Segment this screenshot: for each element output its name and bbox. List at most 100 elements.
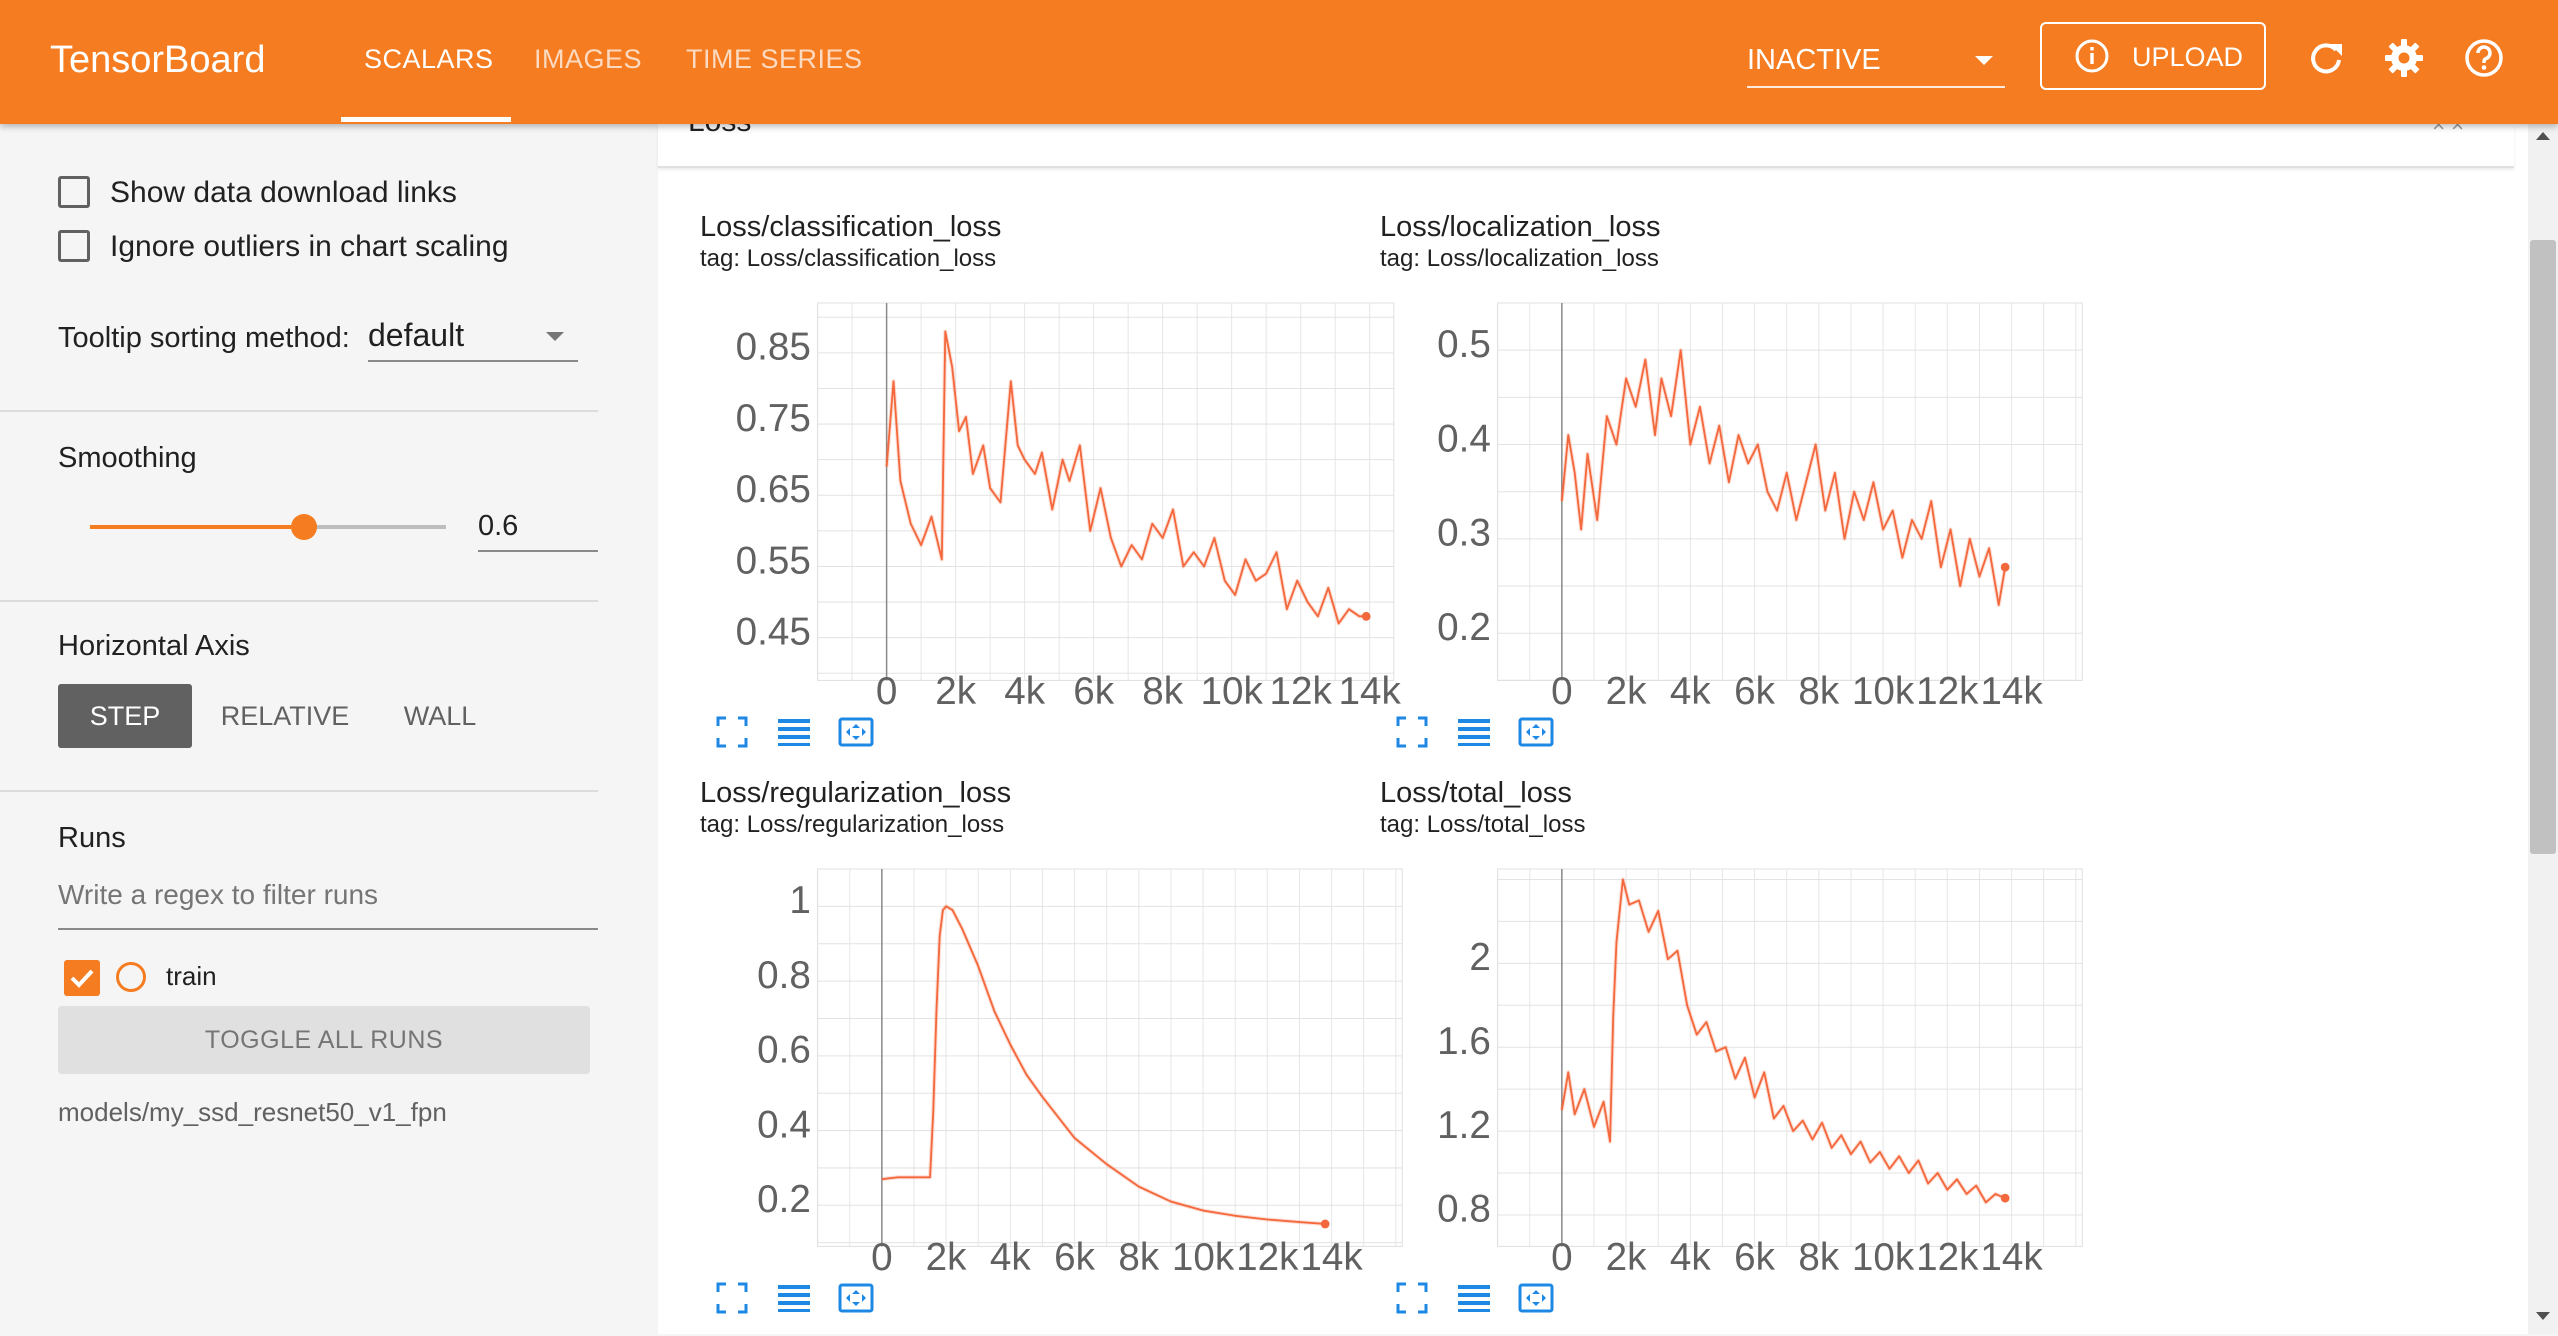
tooltip-sorting-value: default <box>368 316 464 354</box>
fullscreen-icon[interactable] <box>714 714 750 750</box>
fit-domain-icon[interactable] <box>1518 1280 1554 1316</box>
divider <box>0 410 598 412</box>
series-raw-line <box>887 331 1367 623</box>
series-raw-line <box>882 906 1325 1224</box>
app-title: TensorBoard <box>50 38 265 82</box>
scroll-down-arrow[interactable] <box>2536 1312 2550 1320</box>
chart-actions <box>714 714 894 750</box>
x-tick-label: 4k <box>1670 670 1711 713</box>
x-tick-label: 14k <box>1980 1236 2043 1279</box>
upload-button[interactable]: UPLOAD <box>2040 22 2266 90</box>
run-color-swatch[interactable] <box>116 962 146 992</box>
divider <box>0 790 598 792</box>
fit-domain-icon[interactable] <box>838 1280 874 1316</box>
log-scale-icon[interactable] <box>776 1280 812 1316</box>
last-point-marker <box>1362 612 1371 621</box>
run-filter-placeholder: Write a regex to filter runs <box>58 878 378 912</box>
last-point-marker <box>2001 1194 2010 1203</box>
y-tick-label: 0.8 <box>757 954 811 997</box>
x-tick-label: 12k <box>1236 1236 1299 1279</box>
y-tick-label: 0.45 <box>736 610 811 653</box>
x-tick-label: 10k <box>1201 670 1264 713</box>
log-scale-icon[interactable] <box>776 714 812 750</box>
run-checkbox-train[interactable] <box>64 960 100 996</box>
y-tick-label: 0.6 <box>757 1028 811 1071</box>
tab-time-series[interactable]: TIME SERIES <box>686 42 863 76</box>
help-icon[interactable] <box>2462 36 2506 80</box>
scroll-up-arrow[interactable] <box>2536 132 2550 140</box>
x-tick-label: 12k <box>1270 670 1333 713</box>
plot-frame <box>1498 869 2083 1246</box>
chart-actions <box>1394 714 1574 750</box>
scrollbar-thumb[interactable] <box>2530 240 2556 854</box>
chart-tag: tag: Loss/classification_loss <box>700 244 996 274</box>
x-tick-label: 12k <box>1916 670 1979 713</box>
run-status-value: INACTIVE <box>1747 42 1881 78</box>
y-tick-label: 0.5 <box>1437 323 1491 366</box>
sidebar: Show data download links Ignore outliers… <box>0 124 658 1334</box>
y-tick-label: 0.8 <box>1437 1188 1491 1231</box>
checkbox[interactable] <box>58 230 90 262</box>
y-tick-label: 2 <box>1469 936 1490 979</box>
series-line <box>1562 879 2005 1202</box>
axis-wall-button[interactable]: WALL <box>380 684 500 748</box>
horizontal-axis-label: Horizontal Axis <box>58 628 250 664</box>
tab-scalars[interactable]: SCALARS <box>364 42 494 76</box>
chart-actions <box>714 1280 894 1316</box>
x-tick-label: 0 <box>1551 1236 1572 1279</box>
y-tick-label: 0.75 <box>736 397 811 440</box>
toggle-all-runs-button[interactable]: TOGGLE ALL RUNS <box>58 1006 590 1074</box>
active-tab-indicator <box>341 117 511 122</box>
log-scale-icon[interactable] <box>1456 1280 1492 1316</box>
run-status-select[interactable]: INACTIVE <box>1747 42 2005 88</box>
tooltip-sorting-select[interactable]: default <box>368 314 578 362</box>
x-tick-label: 4k <box>1004 670 1045 713</box>
runs-label: Runs <box>58 820 126 856</box>
y-tick-label: 0.65 <box>736 468 811 511</box>
refresh-icon[interactable] <box>2304 36 2348 80</box>
chart-title: Loss/classification_loss <box>700 210 1001 244</box>
x-tick-label: 2k <box>1606 670 1647 713</box>
y-tick-label: 0.4 <box>1437 417 1491 460</box>
smoothing-input[interactable]: 0.6 <box>478 504 598 552</box>
x-tick-label: 10k <box>1172 1236 1235 1279</box>
x-tick-label: 14k <box>1980 670 2043 713</box>
top-app-bar: TensorBoard SCALARS IMAGES TIME SERIES I… <box>0 0 2558 124</box>
x-tick-label: 6k <box>1734 1236 1775 1279</box>
run-filter-input[interactable]: Write a regex to filter runs <box>58 870 598 930</box>
fullscreen-icon[interactable] <box>1394 714 1430 750</box>
chart-title: Loss/regularization_loss <box>700 776 1011 810</box>
show-download-links-label: Show data download links <box>110 174 457 212</box>
axis-relative-button[interactable]: RELATIVE <box>210 684 360 748</box>
series-raw-line <box>1562 350 2005 605</box>
fit-domain-icon[interactable] <box>1518 714 1554 750</box>
fit-domain-icon[interactable] <box>838 714 874 750</box>
x-tick-label: 2k <box>935 670 976 713</box>
x-tick-label: 6k <box>1073 670 1114 713</box>
tab-images[interactable]: IMAGES <box>534 42 642 76</box>
axis-step-button[interactable]: STEP <box>58 684 192 748</box>
smoothing-slider[interactable] <box>90 525 446 529</box>
chart-title: Loss/total_loss <box>1380 776 1572 810</box>
y-tick-label: 0.55 <box>736 539 811 582</box>
x-tick-label: 4k <box>990 1236 1031 1279</box>
x-tick-label: 6k <box>1054 1236 1095 1279</box>
checkbox[interactable] <box>58 176 90 208</box>
slider-thumb[interactable] <box>291 514 317 540</box>
chart-tag: tag: Loss/regularization_loss <box>700 810 1004 840</box>
gear-icon[interactable] <box>2382 36 2426 80</box>
fullscreen-icon[interactable] <box>1394 1280 1430 1316</box>
log-scale-icon[interactable] <box>1456 714 1492 750</box>
x-tick-label: 14k <box>1300 1236 1363 1279</box>
fullscreen-icon[interactable] <box>714 1280 750 1316</box>
x-tick-label: 0 <box>1551 670 1572 713</box>
y-tick-label: 0.2 <box>757 1178 811 1221</box>
chart-card: Loss/total_loss tag: Loss/total_loss 0.8… <box>1380 776 2060 1336</box>
